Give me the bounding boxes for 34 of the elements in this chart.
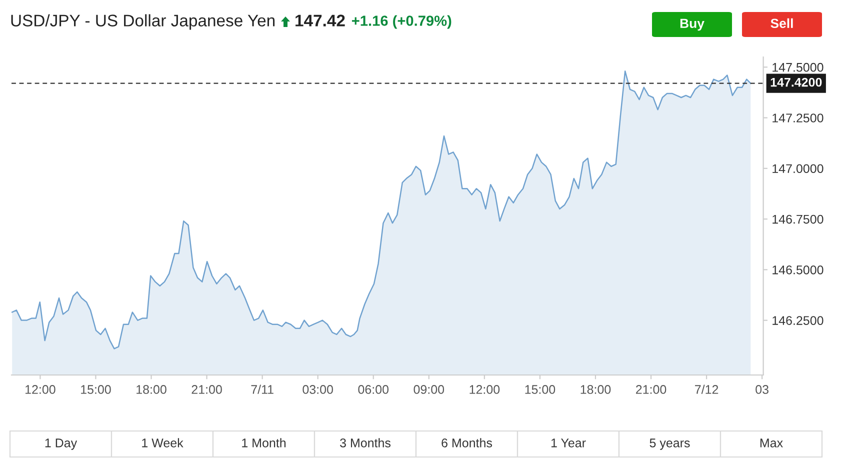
y-tick-label: 147.0000: [772, 164, 824, 174]
text: 5 years: [650, 438, 690, 450]
x-tick-label: 7/12: [695, 384, 718, 394]
x-tick-label: 03: [756, 385, 768, 394]
text: Buy: [680, 18, 704, 31]
ref-line-label: 147.4200: [770, 78, 822, 87]
text: Sell: [770, 18, 793, 28]
x-tick-label: 09:00: [414, 385, 444, 394]
x-tick-label: 18:00: [580, 385, 611, 394]
x-tick-label: 15:00: [525, 385, 556, 394]
y-tick-label: 147.5000: [772, 62, 824, 72]
text: +1.16 (+0.79%): [352, 15, 452, 29]
x-tick-label: 03:00: [302, 385, 333, 394]
x-tick-label: 18:00: [136, 385, 166, 394]
text: 1 Day: [45, 438, 78, 450]
text: 1 Year: [551, 438, 586, 448]
x-tick-label: 21:00: [636, 385, 666, 394]
text: 147.42: [296, 14, 345, 26]
x-tick-label: 7/11: [251, 384, 274, 394]
text: 6 Months: [442, 438, 492, 448]
y-tick-label: 147.2500: [772, 114, 824, 122]
x-tick-label: 12:00: [470, 385, 500, 394]
x-tick-label: 15:00: [81, 385, 111, 394]
y-tick-label: 146.2500: [772, 316, 824, 325]
text: 1 Week: [142, 438, 184, 448]
chart-title: USD/JPY - US Dollar Japanese Yen: [11, 14, 275, 30]
x-tick-label: 21:00: [192, 385, 222, 394]
x-tick-label: 12:00: [26, 385, 56, 394]
text: Max: [760, 438, 783, 448]
x-tick-label: 06:00: [358, 385, 389, 394]
text: 1 Month: [242, 438, 286, 448]
text: 3 Months: [340, 438, 391, 448]
y-tick-label: 146.7500: [772, 214, 824, 224]
y-tick-label: 146.5000: [772, 265, 824, 274]
